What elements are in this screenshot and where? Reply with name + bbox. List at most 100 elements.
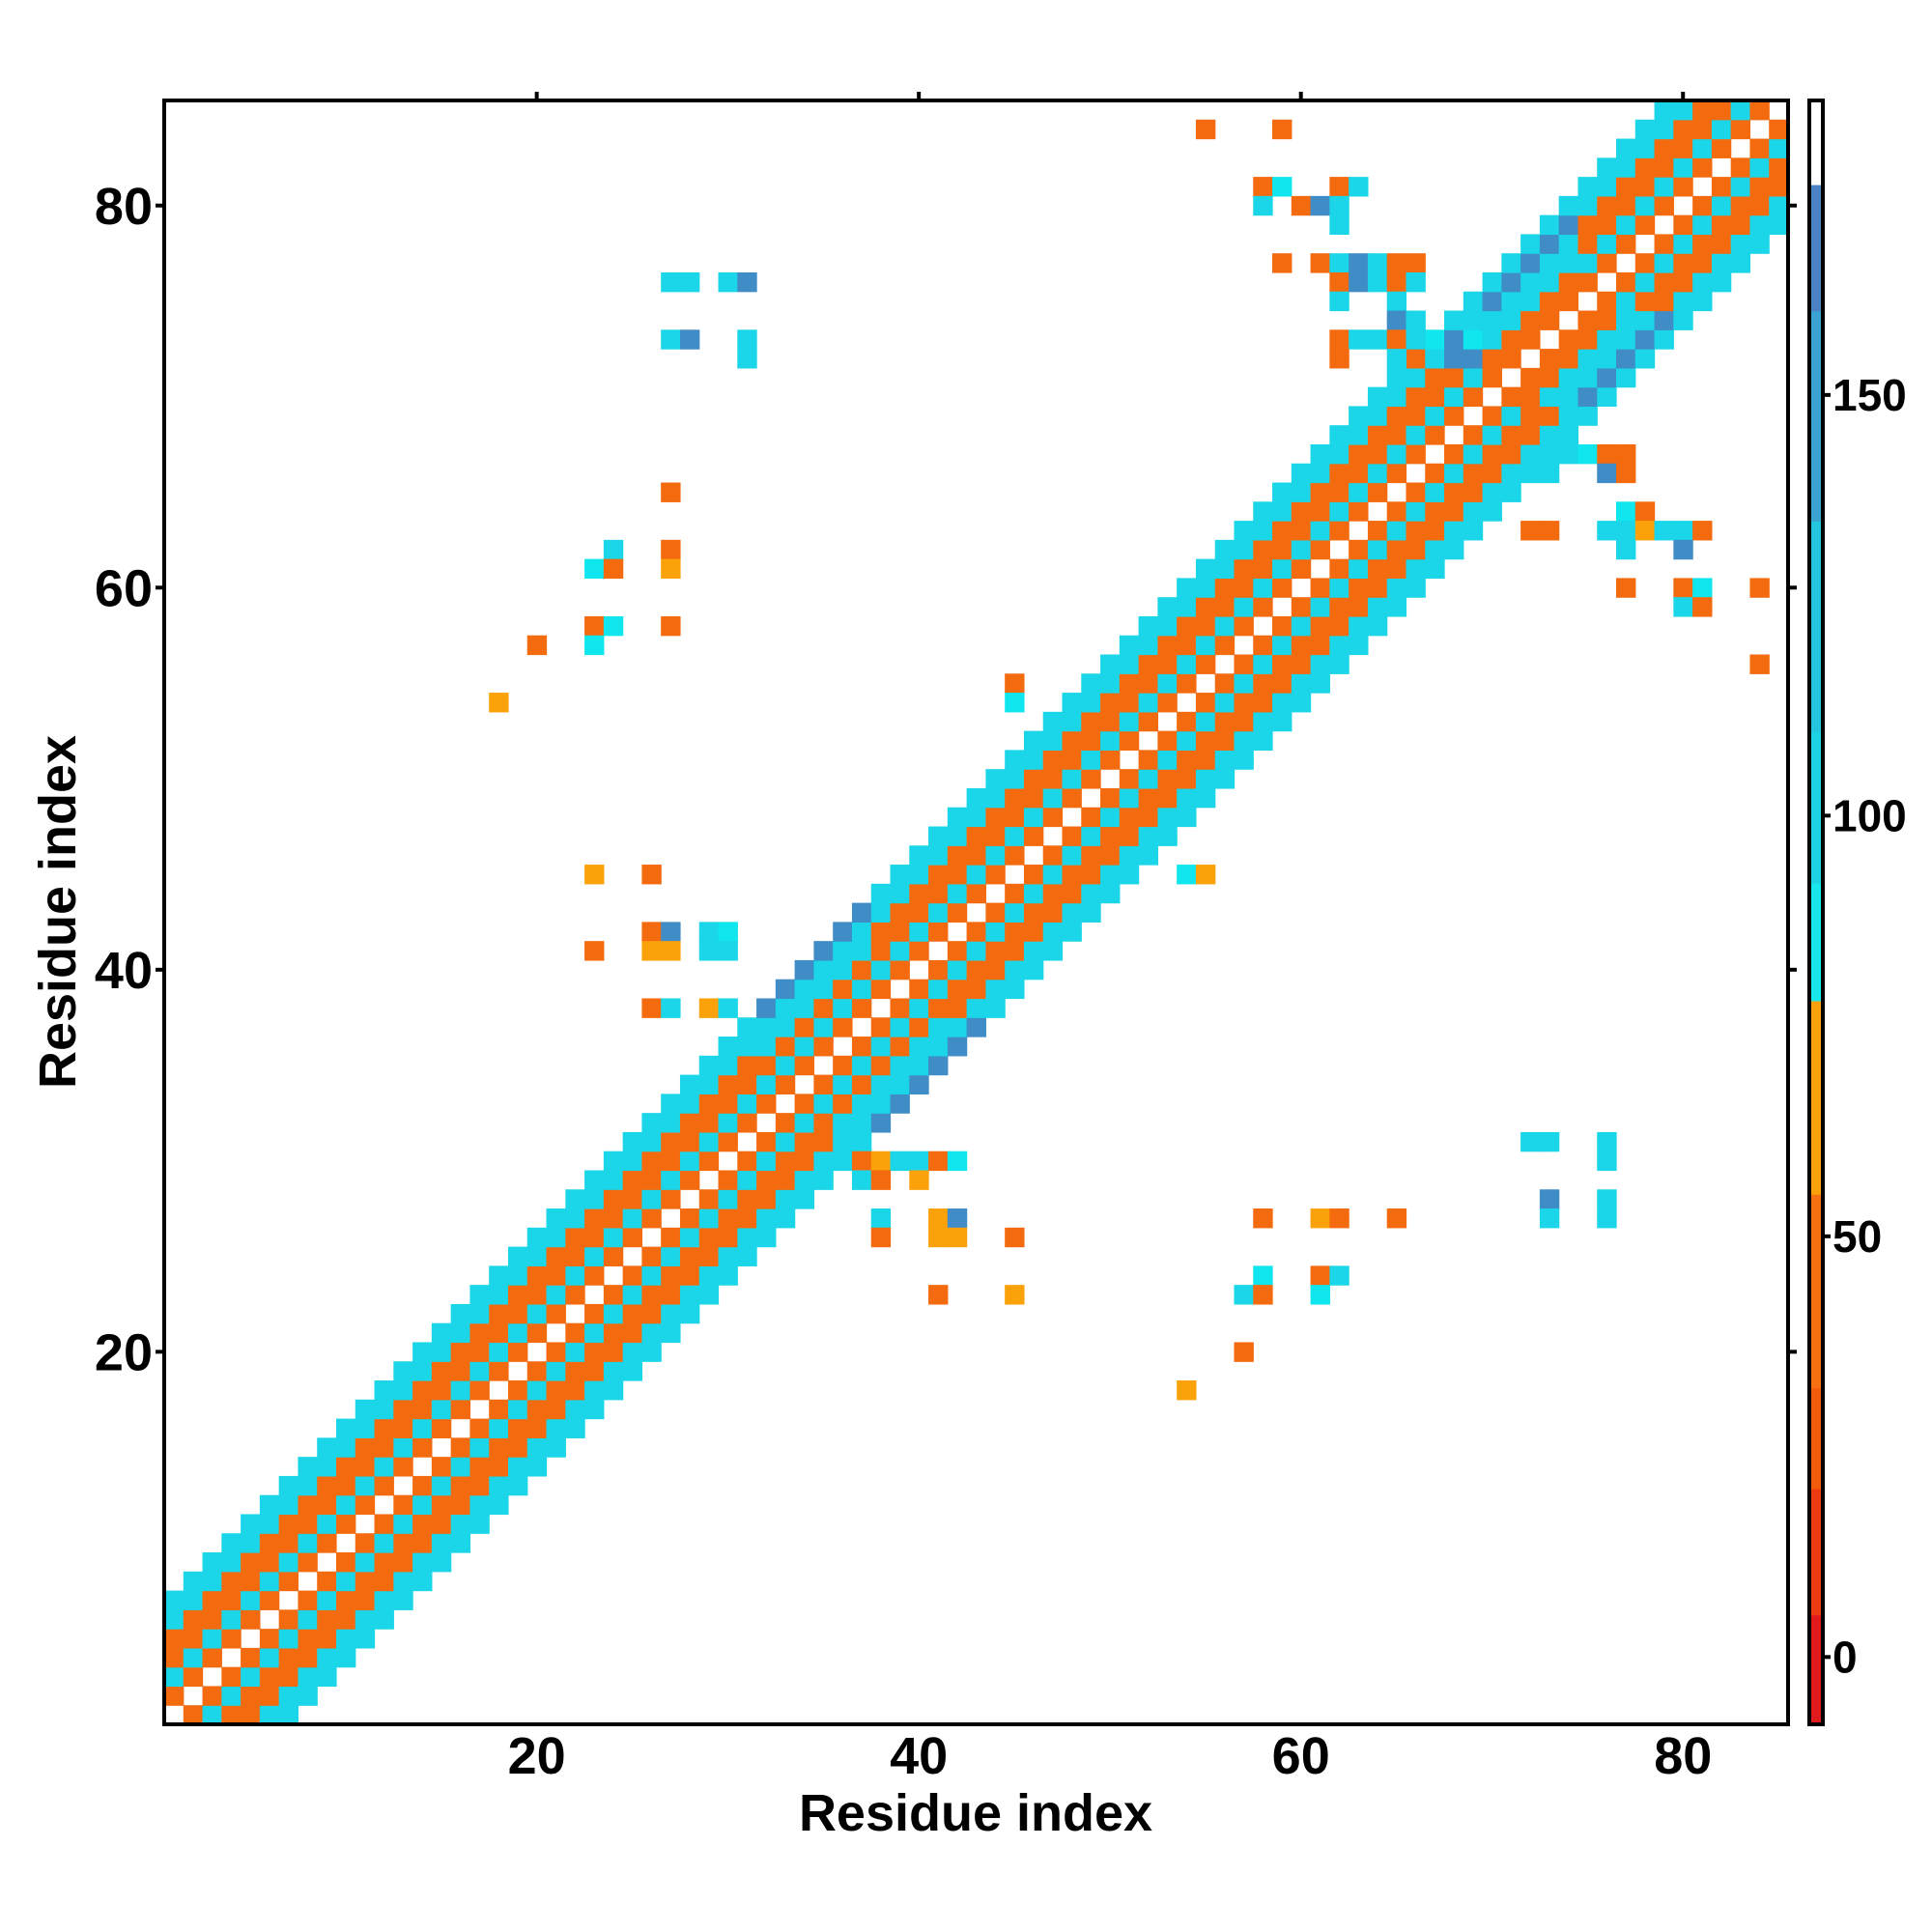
heatmap-cell bbox=[431, 1342, 452, 1362]
heatmap-cell bbox=[1023, 769, 1044, 789]
heatmap-cell bbox=[412, 1514, 433, 1534]
heatmap-cell bbox=[1253, 730, 1273, 751]
heatmap-cell bbox=[1329, 597, 1350, 617]
heatmap-cell bbox=[1406, 482, 1426, 502]
heatmap-cell bbox=[1177, 597, 1197, 617]
heatmap-cell bbox=[335, 1475, 356, 1496]
heatmap-cell bbox=[794, 1055, 814, 1076]
heatmap-cell bbox=[298, 1514, 318, 1534]
heatmap-cell bbox=[756, 1055, 777, 1076]
heatmap-cell bbox=[1081, 769, 1101, 789]
heatmap-cell bbox=[1367, 253, 1388, 273]
colorbar-band bbox=[1809, 731, 1823, 884]
heatmap-cell bbox=[355, 1399, 376, 1420]
heatmap-cell bbox=[1329, 253, 1350, 273]
heatmap-cell bbox=[1272, 119, 1293, 140]
heatmap-cell bbox=[1616, 349, 1636, 369]
heatmap-cell bbox=[1654, 521, 1674, 541]
heatmap-cell bbox=[1711, 253, 1732, 273]
heatmap-cell bbox=[1482, 349, 1502, 369]
heatmap-cell bbox=[412, 1533, 433, 1553]
heatmap-cell bbox=[1253, 578, 1273, 598]
heatmap-cell bbox=[1692, 291, 1713, 312]
heatmap-cell bbox=[1253, 501, 1273, 522]
heatmap-cell bbox=[1539, 253, 1560, 273]
heatmap-cell bbox=[698, 941, 720, 961]
heatmap-cell bbox=[985, 826, 1006, 846]
heatmap-cell bbox=[1100, 750, 1121, 770]
heatmap-cell bbox=[1253, 539, 1273, 560]
heatmap-cell bbox=[661, 271, 681, 293]
heatmap-cell bbox=[335, 1457, 356, 1477]
heatmap-cell bbox=[298, 1457, 318, 1477]
heatmap-cell bbox=[718, 1265, 738, 1286]
heatmap-cell bbox=[985, 807, 1006, 828]
heatmap-cell bbox=[718, 1170, 738, 1190]
heatmap-cell bbox=[1195, 578, 1216, 598]
heatmap-cell bbox=[241, 1552, 261, 1573]
heatmap-cell bbox=[737, 271, 757, 293]
heatmap-cell bbox=[1597, 329, 1617, 350]
heatmap-cell bbox=[355, 1609, 376, 1630]
heatmap-cell bbox=[1349, 615, 1369, 637]
heatmap-cell bbox=[1234, 597, 1254, 617]
heatmap-cell bbox=[1081, 845, 1101, 866]
heatmap-cell bbox=[1769, 138, 1789, 158]
heatmap-cell bbox=[221, 1552, 242, 1573]
heatmap-cell bbox=[1214, 730, 1236, 751]
heatmap-cell bbox=[1539, 443, 1560, 465]
y-tick-label: 20 bbox=[95, 1323, 153, 1381]
heatmap-cell bbox=[718, 922, 738, 942]
heatmap-cell bbox=[890, 902, 910, 923]
heatmap-cell bbox=[584, 1322, 605, 1344]
heatmap-cell bbox=[1253, 711, 1273, 732]
heatmap-cell bbox=[374, 1457, 394, 1477]
heatmap-cell bbox=[928, 865, 949, 885]
heatmap-cell bbox=[622, 1151, 643, 1172]
heatmap-cell bbox=[1005, 941, 1025, 961]
heatmap-cell bbox=[1214, 769, 1236, 789]
heatmap-cell bbox=[1023, 750, 1044, 770]
heatmap-cell bbox=[450, 1437, 471, 1458]
heatmap-cell bbox=[355, 1457, 376, 1477]
heatmap-cell bbox=[259, 1494, 280, 1516]
heatmap-cell bbox=[928, 826, 949, 846]
heatmap-cell bbox=[489, 1322, 509, 1344]
heatmap-cell bbox=[1234, 750, 1254, 770]
heatmap-cell bbox=[1234, 615, 1254, 637]
heatmap-cell bbox=[221, 1533, 242, 1553]
heatmap-cell bbox=[870, 922, 892, 942]
heatmap-cell bbox=[1482, 425, 1502, 445]
heatmap-cell bbox=[278, 1705, 299, 1725]
heatmap-cell bbox=[622, 1285, 643, 1305]
heatmap-cell bbox=[603, 539, 624, 560]
heatmap-cell bbox=[1100, 845, 1121, 866]
heatmap-cell bbox=[1616, 157, 1636, 178]
heatmap-cell bbox=[1195, 654, 1216, 674]
heatmap-cell bbox=[1634, 271, 1656, 293]
heatmap-cell bbox=[546, 1208, 566, 1229]
heatmap-cell bbox=[1444, 310, 1464, 330]
heatmap-cell bbox=[622, 1189, 643, 1209]
colorbar-band bbox=[1809, 1614, 1823, 1725]
heatmap-cell bbox=[393, 1437, 413, 1458]
heatmap-cell bbox=[794, 979, 814, 1000]
heatmap-cell bbox=[1654, 138, 1674, 158]
heatmap-cell bbox=[870, 902, 892, 923]
heatmap-cell bbox=[355, 1533, 376, 1553]
heatmap-cell bbox=[565, 1227, 585, 1248]
heatmap-cell bbox=[374, 1571, 394, 1592]
heatmap-cell bbox=[1577, 195, 1598, 216]
heatmap-cell bbox=[1005, 787, 1025, 809]
heatmap-cell bbox=[202, 1552, 222, 1573]
heatmap-cell bbox=[1310, 635, 1330, 656]
heatmap-cell bbox=[1539, 1208, 1560, 1229]
heatmap-cell bbox=[661, 558, 681, 580]
heatmap-cell bbox=[756, 1189, 777, 1209]
heatmap-cell bbox=[661, 1094, 681, 1114]
heatmap-cell bbox=[1769, 157, 1789, 178]
heatmap-cell bbox=[1234, 521, 1254, 541]
heatmap-cell bbox=[1195, 635, 1216, 656]
heatmap-cell bbox=[1406, 521, 1426, 541]
heatmap-cell bbox=[603, 1189, 624, 1209]
